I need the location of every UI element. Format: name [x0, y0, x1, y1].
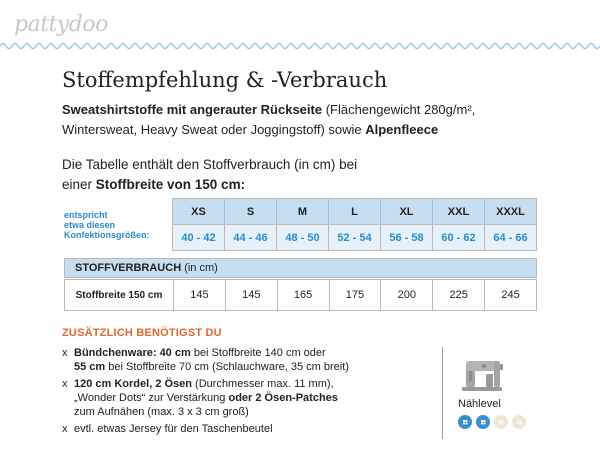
size-range-cell: 60 - 62: [432, 224, 485, 251]
consumption-header-unit: (in cm): [184, 262, 218, 274]
consumption-cell: 175: [328, 279, 382, 311]
item-text: „Wonder Dots“ zur Verstärkung: [74, 392, 229, 404]
list-item: x Bündchenware: 40 cm bei Stoffbreite 14…: [62, 346, 442, 374]
size-range-cell: 64 - 66: [484, 224, 537, 251]
level-dot: [458, 415, 472, 429]
list-item: x 120 cm Kordel, 2 Ösen (Durchmesser max…: [62, 377, 442, 419]
table-intro-line2: einer: [62, 177, 96, 192]
size-range-cell: 44 - 46: [224, 224, 277, 251]
bullet-x: x: [62, 347, 68, 359]
level-dot: [512, 415, 526, 429]
table-intro-line1: Die Tabelle enthält den Stoffverbrauch (…: [62, 157, 358, 172]
item-text: bei Stoffbreite 140 cm oder: [190, 347, 326, 359]
item-text: evtl. etwas Jersey für den Taschenbeutel: [74, 423, 273, 435]
intro-text-2: Wintersweat, Heavy Sweat oder Joggingsto…: [62, 122, 366, 137]
size-range-cell: 52 - 54: [328, 224, 381, 251]
size-header-cell: L: [328, 198, 381, 225]
bullet-x: x: [62, 423, 68, 435]
table-intro: Die Tabelle enthält den Stoffverbrauch (…: [62, 155, 357, 195]
size-header-cell: XXL: [432, 198, 485, 225]
page-title: Stoffempfehlung & -Verbrauch: [62, 68, 388, 92]
consumption-row-label: Stoffbreite 150 cm: [64, 279, 174, 311]
consumption-header-bold: STOFFVERBRAUCH: [75, 262, 182, 274]
consumption-cell: 145: [173, 279, 226, 311]
level-dot: [494, 415, 508, 429]
size-table-label: entspricht etwa diesen Konfektionsgrößen…: [64, 199, 173, 251]
intro-bold-fleece: Alpenfleece: [365, 122, 439, 137]
consumption-header: STOFFVERBRAUCH (in cm): [64, 258, 537, 278]
item-text: zum Aufnähen (max. 3 x 3 cm groß): [74, 406, 249, 418]
consumption-cell: 145: [224, 279, 278, 311]
consumption-row: Stoffbreite 150 cm 145 145 165 175 200 2…: [64, 279, 537, 311]
size-range-cell: 40 - 42: [172, 224, 225, 251]
item-bold: 120 cm Kordel, 2 Ösen: [74, 378, 192, 390]
size-header-cell: XXXL: [484, 198, 537, 225]
consumption-table: Stoffbreite 150 cm 145 145 165 175 200 2…: [64, 279, 537, 311]
level-rating: [458, 415, 530, 434]
size-label-line: Konfektionsgrößen:: [64, 229, 150, 240]
list-item: x evtl. etwas Jersey für den Taschenbeut…: [62, 422, 442, 436]
size-range-cell: 48 - 50: [276, 224, 329, 251]
table-intro-bold: Stoffbreite von 150 cm:: [95, 177, 246, 192]
size-label-line: etwa diesen: [64, 219, 116, 230]
consumption-cell: 225: [432, 279, 486, 311]
item-bold: oder 2 Ösen-Patches: [228, 392, 338, 404]
level-dot: [476, 415, 490, 429]
level-label: Nählevel: [458, 398, 501, 410]
bullet-x: x: [62, 378, 68, 390]
size-header-cell: XS: [172, 198, 225, 225]
item-bold: 55 cm: [74, 361, 106, 373]
size-header-row: entspricht etwa diesen Konfektionsgrößen…: [64, 198, 537, 240]
extras-heading: ZUSÄTZLICH BENÖTIGST DU: [62, 327, 222, 339]
item-text: bei Stoffbreite 70 cm (Schlauchware, 35 …: [105, 361, 349, 373]
vertical-divider: [442, 347, 443, 439]
intro-bold-fabric: Sweatshirtstoffe mit angerauter Rückseit…: [62, 102, 323, 117]
fabric-recommendation: Sweatshirtstoffe mit angerauter Rückseit…: [62, 100, 562, 140]
consumption-cell: 165: [276, 279, 330, 311]
extras-list: x Bündchenware: 40 cm bei Stoffbreite 14…: [62, 346, 442, 439]
wave-divider: [0, 42, 600, 50]
sewing-machine-icon: [462, 361, 503, 391]
size-header-cell: XL: [380, 198, 433, 225]
size-header-cell: S: [224, 198, 277, 225]
item-text: (Durchmesser max. 11 mm),: [192, 378, 334, 390]
size-header-cell: M: [276, 198, 329, 225]
consumption-cell: 245: [484, 279, 537, 311]
size-table: entspricht etwa diesen Konfektionsgrößen…: [64, 198, 537, 251]
intro-text-1: (Flächengewicht 280g/m²,: [322, 102, 476, 117]
consumption-cell: 200: [380, 279, 434, 311]
brand-logo: pattydoo: [14, 12, 108, 37]
size-label-line: entspricht: [64, 209, 108, 220]
size-range-row: 40 - 42 44 - 46 48 - 50 52 - 54 56 - 58 …: [64, 224, 537, 251]
size-range-cell: 56 - 58: [380, 224, 433, 251]
item-bold: Bündchenware: 40 cm: [74, 347, 191, 359]
